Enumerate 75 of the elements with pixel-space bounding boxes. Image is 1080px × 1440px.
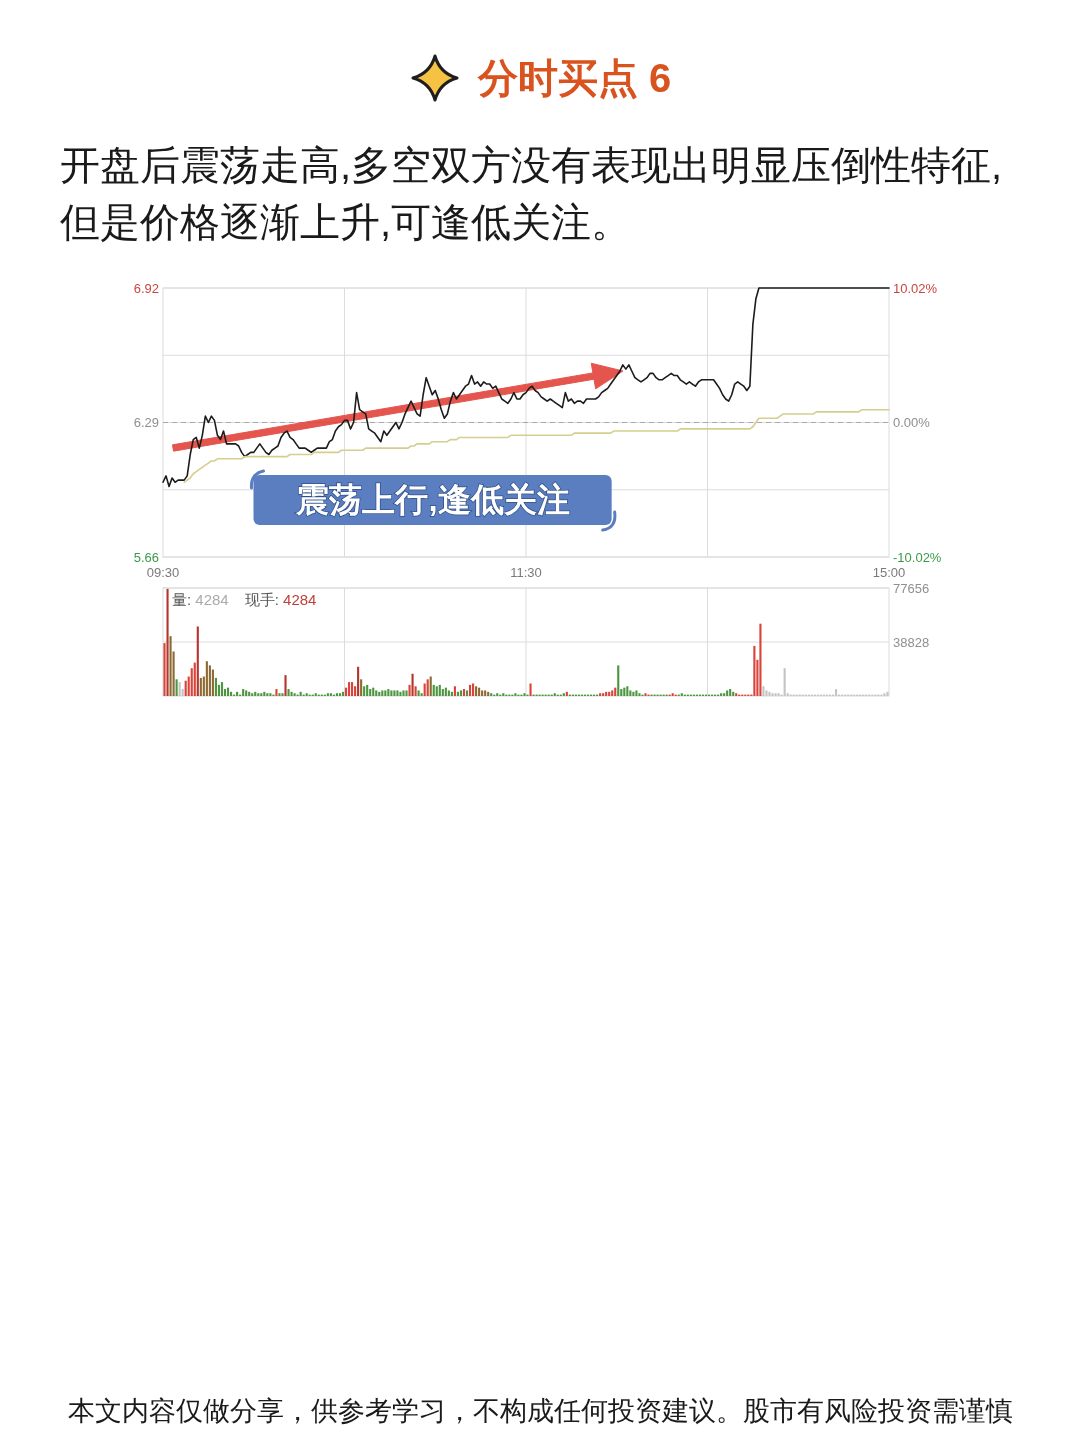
y-tick-label: 5.66 bbox=[133, 549, 159, 565]
bar bbox=[347, 682, 351, 696]
x-tick-label: 15:00 bbox=[872, 564, 906, 580]
bar bbox=[211, 669, 214, 696]
line-series bbox=[183, 408, 890, 484]
bar bbox=[453, 686, 456, 696]
y2-tick-label: 0.00% bbox=[893, 415, 931, 430]
bar bbox=[384, 690, 387, 696]
bar bbox=[765, 690, 768, 696]
bar bbox=[396, 690, 399, 696]
text: 本文内容仅做分享，供参考学习，不构成任何投资建议。股市有风险投资需谨慎 bbox=[67, 1396, 1013, 1426]
x-tick-label: 11:30 bbox=[510, 564, 542, 580]
bar bbox=[432, 684, 435, 696]
x-tick-label: 09:30 bbox=[146, 564, 180, 580]
bar bbox=[402, 690, 405, 696]
annotation: 量: 4284 bbox=[172, 591, 229, 608]
bar bbox=[357, 666, 360, 696]
bar bbox=[408, 684, 411, 696]
bar bbox=[351, 682, 354, 696]
bar bbox=[169, 636, 172, 696]
bar bbox=[768, 691, 771, 696]
chart-subtitle: 开盘后震荡走高,多空双方没有表现出明显压倒性特征,但是价格逐渐上升,可逢低关注。 bbox=[60, 143, 1003, 244]
bar bbox=[617, 665, 620, 696]
bar bbox=[387, 689, 390, 696]
bar bbox=[281, 693, 284, 696]
y-tick-label: 6.92 bbox=[133, 280, 159, 296]
bar bbox=[753, 645, 756, 696]
bar bbox=[284, 675, 287, 696]
bar bbox=[420, 693, 423, 696]
bar bbox=[278, 693, 281, 696]
bar bbox=[726, 690, 729, 696]
chart-title: 分时买点 6 bbox=[477, 56, 672, 100]
bar bbox=[184, 680, 187, 696]
bar bbox=[242, 689, 245, 696]
bar bbox=[360, 679, 363, 696]
bar bbox=[723, 693, 726, 696]
bar bbox=[363, 686, 366, 696]
bar bbox=[529, 683, 532, 696]
bar bbox=[423, 683, 426, 696]
bar bbox=[205, 661, 208, 696]
bar bbox=[399, 691, 402, 696]
bar bbox=[163, 643, 166, 696]
bar bbox=[835, 689, 838, 696]
bar bbox=[214, 677, 217, 696]
bar bbox=[414, 686, 417, 696]
bar bbox=[762, 686, 765, 696]
bar bbox=[774, 693, 777, 696]
bar bbox=[783, 668, 786, 696]
y-tick-label: 77656 bbox=[893, 580, 930, 596]
bar bbox=[199, 677, 202, 696]
bar bbox=[390, 690, 393, 696]
bar bbox=[417, 690, 420, 696]
bar bbox=[771, 693, 774, 696]
bar bbox=[405, 690, 408, 696]
bar bbox=[275, 689, 278, 696]
y2-tick-label: -10.02% bbox=[893, 549, 942, 565]
bar bbox=[759, 623, 762, 696]
bar bbox=[435, 686, 438, 696]
bar bbox=[193, 662, 196, 696]
y2-tick-label: 10.02% bbox=[893, 280, 938, 296]
y-tick-label: 38828 bbox=[893, 634, 930, 650]
annotation: 震荡上行,逢低关注 bbox=[295, 481, 570, 519]
bar bbox=[468, 684, 472, 696]
bar bbox=[166, 588, 169, 696]
bar bbox=[220, 682, 224, 696]
bar bbox=[196, 626, 199, 696]
y-tick-label: 6.29 bbox=[133, 415, 159, 430]
bar bbox=[438, 684, 441, 696]
bar bbox=[886, 691, 889, 696]
bar bbox=[208, 665, 211, 696]
bar bbox=[393, 690, 396, 696]
bar bbox=[366, 684, 369, 696]
bar bbox=[354, 686, 357, 696]
annotation: 现手: 4284 bbox=[244, 591, 317, 608]
bar bbox=[411, 673, 414, 696]
